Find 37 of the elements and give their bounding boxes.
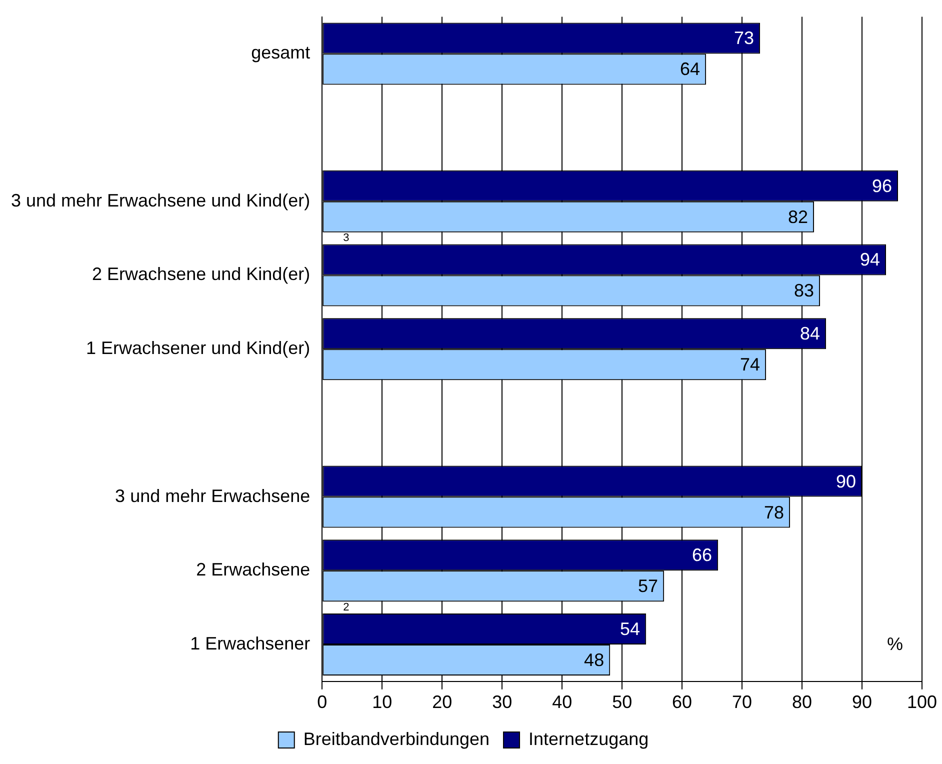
y-tick-label: 2 Erwachsene und Kind(er)	[92, 264, 310, 284]
data-label: 78	[764, 502, 784, 522]
x-tick-label: 60	[672, 692, 692, 712]
data-label: 48	[584, 650, 604, 670]
x-tick-label: 80	[792, 692, 812, 712]
y-tick-label: 1 Erwachsener und Kind(er)	[86, 338, 310, 358]
annotation: 2	[343, 602, 350, 614]
annotation: %	[887, 634, 904, 654]
data-label: 83	[794, 280, 814, 301]
data-label: 94	[860, 250, 880, 270]
x-tick-label: 100	[906, 692, 938, 712]
y-tick-label: 3 und mehr Erwachsene und Kind(er)	[10, 190, 310, 210]
y-tick-label: 1 Erwachsener	[190, 633, 310, 654]
data-label: 90	[836, 471, 856, 492]
legend-label: Breitbandverbindungen	[303, 728, 490, 749]
data-label: 82	[788, 206, 808, 227]
x-tick-label: 0	[317, 692, 328, 712]
data-label: 66	[692, 545, 712, 566]
x-tick-label: 50	[612, 692, 632, 712]
y-tick-label: 2 Erwachsene	[196, 560, 310, 580]
x-tick-label: 30	[492, 692, 512, 712]
legend-label: Internetzugang	[528, 728, 649, 749]
x-tick-label: 70	[732, 692, 752, 712]
data-label: 73	[734, 28, 754, 48]
x-tick-label: 90	[852, 692, 872, 712]
x-tick-label: 20	[432, 692, 452, 712]
data-label: 57	[638, 576, 658, 596]
x-tick-label: 40	[552, 692, 572, 712]
y-tick-label: 3 und mehr Erwachsene	[115, 486, 310, 506]
annotation: 3	[343, 232, 350, 244]
data-label: 64	[680, 59, 700, 80]
y-tick-label: gesamt	[251, 42, 310, 63]
data-label: 74	[740, 354, 760, 375]
x-tick-label: 10	[372, 692, 392, 712]
data-label: 54	[620, 618, 640, 639]
data-label: 84	[800, 324, 820, 344]
data-label: 96	[872, 176, 892, 196]
